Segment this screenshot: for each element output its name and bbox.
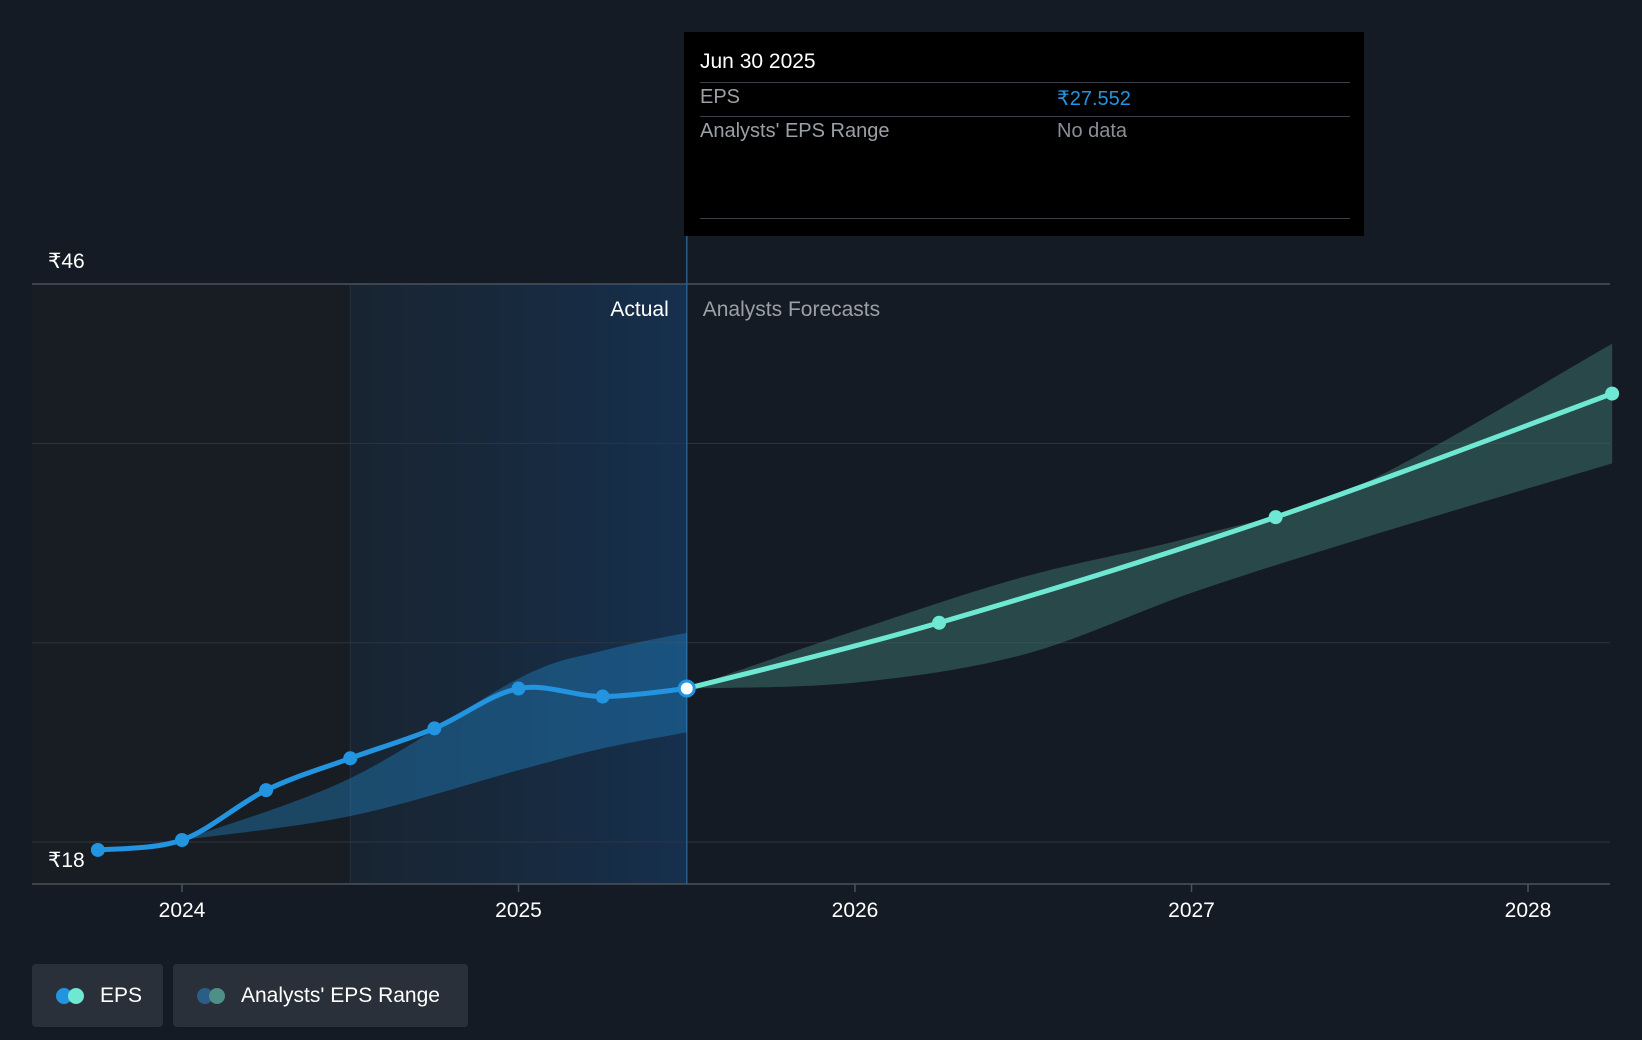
tooltip-label-eps: EPS (700, 86, 741, 108)
y-label-top: ₹46 (48, 250, 85, 273)
eps-actual-point (90, 842, 105, 857)
eps-actual-point (511, 681, 526, 696)
x-tick-label: 2024 (159, 899, 206, 922)
tooltip-divider (700, 82, 1350, 83)
legend-item-eps[interactable]: EPS (32, 964, 163, 1027)
eps-actual-line (95, 684, 690, 853)
range-dots-icon (197, 987, 227, 1004)
legend-item-analysts-eps-range[interactable]: Analysts' EPS Range (173, 964, 468, 1027)
eps-actual-point (175, 833, 189, 848)
analysts-eps-range-band (686, 343, 1613, 689)
y-label-bottom: ₹18 (48, 849, 85, 872)
section-label-forecast: Analysts Forecasts (703, 298, 880, 321)
section-label-actual: Actual (610, 298, 668, 321)
x-tick-label: 2028 (1505, 899, 1552, 922)
eps-actual-point (595, 689, 610, 704)
x-tick-label: 2025 (495, 899, 542, 922)
eps-forecast-point (932, 615, 947, 630)
past-region (32, 284, 351, 884)
actual-range-band (182, 632, 687, 841)
actual-highlight-region (350, 284, 687, 884)
tooltip-date: Jun 30 2025 (700, 50, 816, 73)
eps-actual-point (259, 783, 274, 798)
eps-actual-point (343, 751, 358, 766)
highlighted-point (677, 679, 696, 698)
tooltip-divider (700, 116, 1350, 117)
tooltip-label-range: Analysts' EPS Range (700, 120, 890, 142)
eps-forecast-line (684, 391, 1615, 692)
tooltip-value-eps: ₹27.552 (1057, 88, 1131, 110)
tooltip: Jun 30 2025 EPS ₹27.552 Analysts' EPS Ra… (684, 32, 1364, 236)
eps-actual-point (427, 721, 442, 736)
eps-dots-icon (56, 987, 86, 1004)
legend-label-range: Analysts' EPS Range (241, 983, 440, 1007)
x-tick-label: 2026 (832, 899, 879, 922)
tooltip-divider (700, 218, 1350, 219)
tooltip-value-range: No data (1057, 120, 1128, 142)
eps-forecast-point (1605, 386, 1620, 401)
eps-forecast-point (1268, 510, 1283, 525)
legend-label-eps: EPS (100, 983, 143, 1007)
x-tick-label: 2027 (1168, 899, 1215, 922)
